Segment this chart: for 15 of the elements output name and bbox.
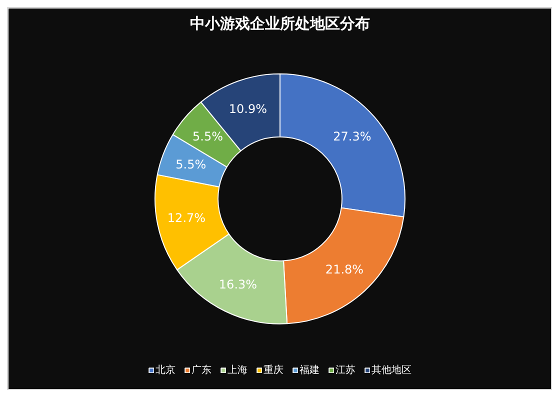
data-label: 10.9% <box>228 102 267 116</box>
data-label: 5.5% <box>192 129 224 144</box>
data-label: 12.7% <box>167 211 206 226</box>
data-label: 27.3% <box>333 129 372 144</box>
data-label: 21.8% <box>325 262 364 276</box>
legend-label: 其他地区 <box>372 364 412 377</box>
legend-label: 北京 <box>156 364 176 377</box>
legend-label: 江苏 <box>336 364 356 377</box>
data-label: 5.5% <box>176 158 206 172</box>
legend-label: 上海 <box>228 364 248 377</box>
chart-title: 中小游戏企业所处地区分布 <box>190 14 370 32</box>
legend-label: 重庆 <box>264 364 284 377</box>
legend-label: 广东 <box>192 364 212 377</box>
data-label: 16.3% <box>218 278 258 292</box>
legend-label: 福建 <box>300 364 320 377</box>
